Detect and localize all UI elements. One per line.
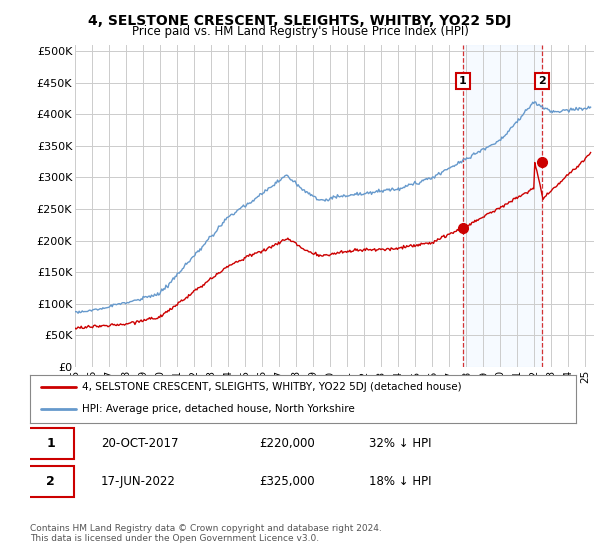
FancyBboxPatch shape bbox=[27, 428, 74, 459]
Text: 4, SELSTONE CRESCENT, SLEIGHTS, WHITBY, YO22 5DJ: 4, SELSTONE CRESCENT, SLEIGHTS, WHITBY, … bbox=[88, 14, 512, 28]
Text: 2: 2 bbox=[46, 475, 55, 488]
Text: £325,000: £325,000 bbox=[259, 475, 315, 488]
Text: 4, SELSTONE CRESCENT, SLEIGHTS, WHITBY, YO22 5DJ (detached house): 4, SELSTONE CRESCENT, SLEIGHTS, WHITBY, … bbox=[82, 382, 461, 392]
Text: 20-OCT-2017: 20-OCT-2017 bbox=[101, 437, 178, 450]
Text: 18% ↓ HPI: 18% ↓ HPI bbox=[368, 475, 431, 488]
FancyBboxPatch shape bbox=[27, 466, 74, 497]
Text: HPI: Average price, detached house, North Yorkshire: HPI: Average price, detached house, Nort… bbox=[82, 404, 355, 414]
Text: 1: 1 bbox=[459, 76, 467, 86]
Text: 32% ↓ HPI: 32% ↓ HPI bbox=[368, 437, 431, 450]
Text: £220,000: £220,000 bbox=[259, 437, 315, 450]
Bar bbox=[463, 45, 542, 367]
Text: 17-JUN-2022: 17-JUN-2022 bbox=[101, 475, 176, 488]
Text: 1: 1 bbox=[46, 437, 55, 450]
Text: Contains HM Land Registry data © Crown copyright and database right 2024.
This d: Contains HM Land Registry data © Crown c… bbox=[30, 524, 382, 543]
Text: Price paid vs. HM Land Registry's House Price Index (HPI): Price paid vs. HM Land Registry's House … bbox=[131, 25, 469, 38]
Text: 2: 2 bbox=[538, 76, 546, 86]
